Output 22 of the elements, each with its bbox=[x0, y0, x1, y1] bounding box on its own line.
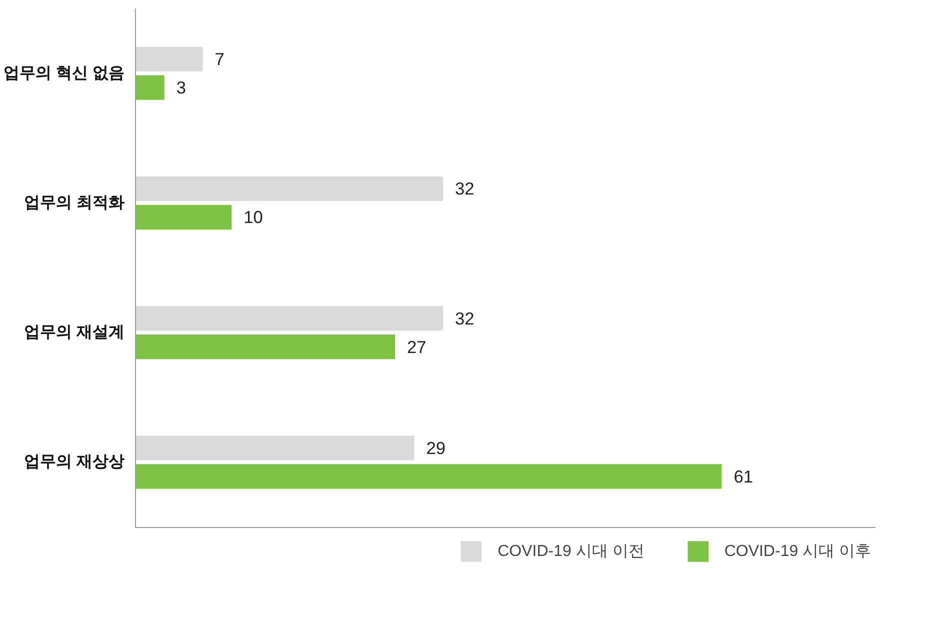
data-label: 27 bbox=[406, 336, 426, 357]
bar bbox=[136, 334, 395, 360]
data-label: 32 bbox=[455, 308, 474, 328]
y-tick-label: 업무의 혁신 없음 bbox=[4, 64, 124, 82]
data-label: 10 bbox=[244, 207, 263, 228]
bar bbox=[136, 176, 444, 201]
bar bbox=[136, 306, 444, 331]
y-tick-label: 업무의 재설계 bbox=[24, 324, 125, 342]
legend-label: COVID-19 시대 이후 bbox=[724, 542, 871, 562]
bar bbox=[136, 204, 232, 230]
data-label: 32 bbox=[455, 178, 474, 199]
data-label: 3 bbox=[176, 78, 186, 98]
legend-label: COVID-19 시대 이전 bbox=[498, 542, 644, 562]
y-tick-label: 업무의 재상상 bbox=[24, 454, 125, 471]
bar bbox=[136, 464, 722, 489]
bar bbox=[136, 75, 164, 100]
bar bbox=[136, 46, 203, 72]
data-label: 29 bbox=[426, 438, 446, 458]
bar bbox=[136, 436, 414, 460]
data-label: 61 bbox=[734, 466, 754, 486]
data-label: 7 bbox=[214, 49, 224, 70]
y-tick-label: 업무의 최적화 bbox=[24, 194, 125, 212]
